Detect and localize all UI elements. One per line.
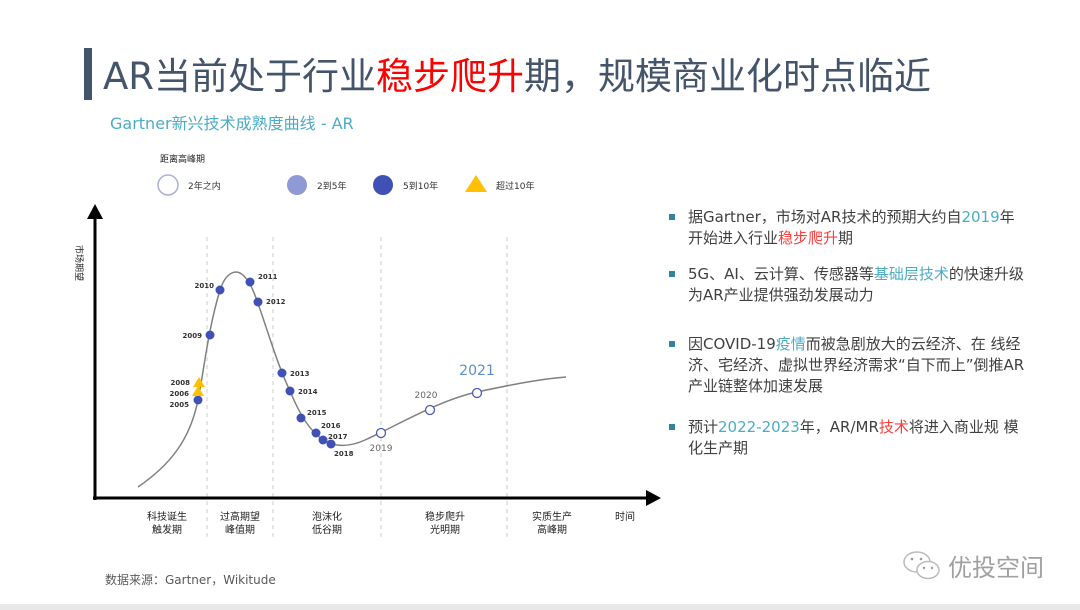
- bullet-text: 而被急剧放大的云经济、在 线经济、宅经济、虚拟世界经济需求“自下而上”倒推AR产…: [688, 335, 1025, 395]
- bullet-text: 据Gartner，市场对AR技术的预期大约自: [688, 208, 962, 226]
- point-triangle-marker: [192, 386, 204, 396]
- title-text: AR当前处于行业: [103, 55, 377, 98]
- title-highlight: 稳步爬升: [376, 55, 525, 98]
- bullet-item: 5G、AI、云计算、传感器等基础层技术的快速升级为AR产业提供强劲发展动力: [668, 264, 1028, 306]
- point-marker: [318, 435, 328, 445]
- bullet-text: 年开始进入行业: [688, 208, 1015, 247]
- phase-label: 过高期望: [220, 510, 260, 523]
- bullet-item: 因COVID-19疫情而被急剧放大的云经济、在 线经济、宅经济、虚拟世界经济需求…: [668, 334, 1028, 397]
- title-text-end: 期，规模商业化时点临近: [524, 55, 932, 98]
- point-marker: [253, 297, 263, 307]
- bullet-text: 稳步爬升: [778, 229, 839, 247]
- hype-curve: [137, 271, 567, 488]
- bullet-text: 年，AR/MR: [799, 418, 879, 436]
- phase-label: 触发期: [152, 523, 182, 536]
- brand-name: 优投空间: [948, 554, 1044, 582]
- point-year-label: 2017: [328, 433, 348, 441]
- title-accent-bar: [84, 48, 92, 100]
- wechat-icon: [903, 550, 940, 579]
- bullet-item: 预计2022-2023年，AR/MR技术将进入商业规 模化生产期: [668, 417, 1028, 459]
- bullet-text: 2019: [961, 208, 1000, 226]
- bullet-text: 2022-2023: [718, 418, 800, 436]
- point-marker: [311, 428, 321, 438]
- y-axis-label: 市场期望: [73, 245, 85, 281]
- point-marker: [245, 277, 255, 287]
- point-year-label: 2020: [415, 391, 438, 401]
- y-axis-arrow-icon: [87, 204, 103, 219]
- bullet-text: 基础层技术: [873, 265, 949, 283]
- legend-circle-marker: [373, 175, 393, 195]
- point-year-label: 2012: [266, 298, 286, 306]
- phase-label: 稳步爬升: [425, 510, 465, 523]
- point-marker: [215, 285, 225, 295]
- point-triangle-marker: [193, 377, 205, 387]
- bullet-text: 因COVID-19: [688, 335, 776, 353]
- phase-label: 峰值期: [225, 523, 255, 536]
- phase-label: 科技诞生: [147, 510, 187, 523]
- point-year-label: 2015: [307, 409, 327, 417]
- x-axis-arrow-icon: [646, 490, 661, 506]
- point-year-label: 2005: [170, 401, 190, 409]
- point-year-label: 2016: [321, 422, 341, 430]
- bullet-item: 据Gartner，市场对AR技术的预期大约自2019年开始进入行业稳步爬升期: [668, 207, 1028, 249]
- point-hollow-marker: [471, 387, 483, 399]
- bullet-text: 技术: [878, 418, 909, 436]
- phase-label: 泡沫化: [312, 510, 342, 523]
- x-axis-label: 时间: [615, 510, 635, 523]
- point-year-label: 2018: [334, 450, 354, 458]
- point-year-label: 2011: [258, 273, 278, 281]
- subtitle: Gartner新兴技术成熟度曲线 - AR: [110, 114, 354, 133]
- point-marker: [285, 386, 295, 396]
- phase-label: 实质生产: [532, 510, 572, 523]
- point-year-label: 2008: [171, 379, 191, 387]
- point-hollow-marker: [424, 404, 436, 416]
- point-year-label: 2010: [195, 282, 215, 290]
- brand-watermark: 优投空间: [902, 548, 1044, 583]
- data-source: 数据来源：Gartner，Wikitude: [105, 573, 276, 587]
- point-marker: [326, 439, 336, 449]
- point-hollow-marker: [375, 427, 387, 439]
- phase-label: 高峰期: [537, 523, 567, 536]
- legend-label: 2到5年: [317, 180, 346, 192]
- legend-circle-marker: [287, 175, 307, 195]
- point-year-label: 2014: [298, 388, 318, 396]
- page-title: AR当前处于行业稳步爬升期，规模商业化时点临近: [103, 46, 931, 100]
- point-marker: [296, 413, 306, 423]
- bullet-text: 将进入商业规 模化生产期: [688, 418, 1019, 457]
- footer-divider: [0, 604, 1080, 610]
- bullet-text: 5G、AI、云计算、传感器等: [688, 265, 874, 283]
- legend-label: 超过10年: [496, 180, 534, 192]
- legend-title: 距离高峰期: [160, 153, 205, 165]
- legend-hollow-circle-marker: [157, 174, 179, 196]
- point-marker: [205, 330, 215, 340]
- phase-label: 低谷期: [312, 523, 342, 536]
- legend-label: 5到10年: [403, 180, 438, 192]
- point-year-label: 2006: [170, 390, 190, 398]
- point-year-label: 2009: [183, 332, 203, 340]
- point-year-label: 2019: [370, 444, 393, 454]
- legend-triangle-marker: [465, 175, 487, 192]
- bullet-text: 的快速升级为AR产业提供强劲发展动力: [688, 265, 1024, 304]
- point-marker: [277, 368, 287, 378]
- point-year-label: 2021: [459, 363, 495, 379]
- phase-label: 光明期: [430, 523, 460, 536]
- bullet-text: 期: [838, 229, 854, 247]
- point-year-label: 2013: [290, 370, 310, 378]
- point-marker: [193, 395, 203, 405]
- legend-label: 2年之内: [188, 180, 221, 192]
- bullet-text: 预计: [688, 418, 719, 436]
- bullet-text: 疫情: [775, 335, 806, 353]
